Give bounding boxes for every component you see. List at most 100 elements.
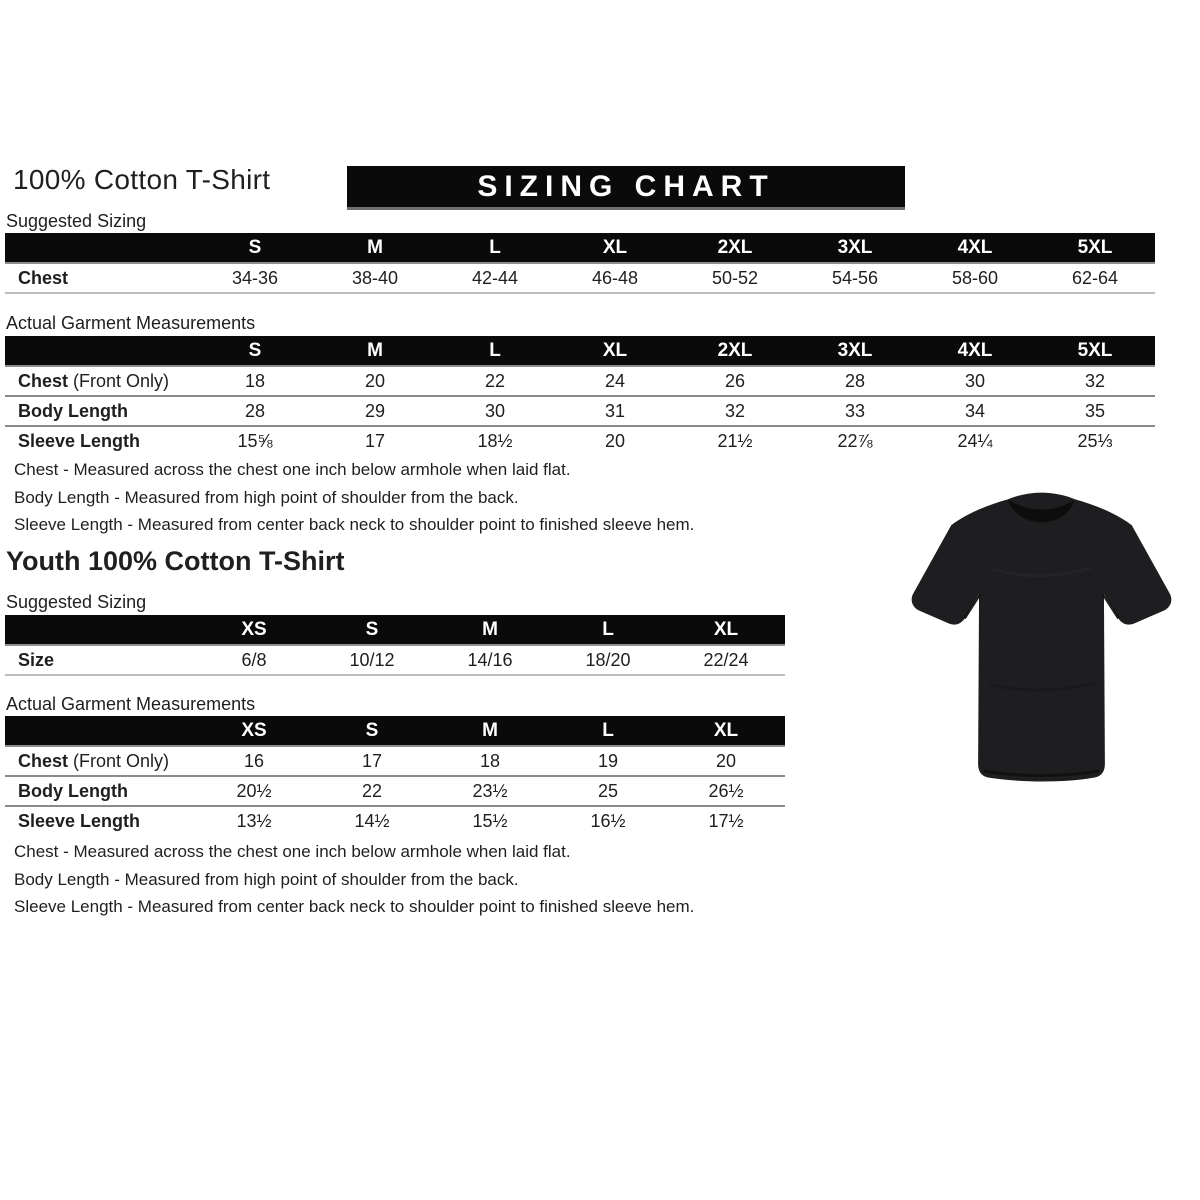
table-cell: 29 xyxy=(364,400,386,421)
table-cell: 21½ xyxy=(717,430,753,451)
adult-actual-measurements-table: S M L XL 2XL 3XL 4XL 5XL Chest (Front Onl… xyxy=(5,336,1155,455)
table-cell: 42-44 xyxy=(471,267,519,288)
table-cell: 14½ xyxy=(354,810,390,831)
table-cell: 32 xyxy=(1084,370,1106,391)
column-header: XL xyxy=(602,339,628,361)
table-row: Size 6/8 10/12 14/16 18/20 22/24 xyxy=(5,646,785,676)
column-header: XL xyxy=(713,719,739,741)
table-cell: 34 xyxy=(964,400,986,421)
column-header: M xyxy=(367,236,383,258)
table-header-row: XS S M L XL xyxy=(5,615,785,646)
table-cell: 34-36 xyxy=(231,267,279,288)
table-cell: 22 xyxy=(361,780,383,801)
column-header: 2XL xyxy=(717,236,753,258)
table-cell: 30 xyxy=(964,370,986,391)
column-header: M xyxy=(367,339,383,361)
row-label: Sleeve Length xyxy=(18,810,141,831)
table-cell: 20 xyxy=(364,370,386,391)
table-cell: 25⅓ xyxy=(1077,430,1113,451)
table-row: Sleeve Length 13½ 14½ 15½ 16½ 17½ xyxy=(5,807,785,835)
column-header: 3XL xyxy=(837,339,873,361)
column-header: L xyxy=(489,339,501,361)
table-cell: 16½ xyxy=(590,810,626,831)
table-cell: 20½ xyxy=(236,780,272,801)
table-cell: 15⅝ xyxy=(237,430,273,451)
tshirt-image xyxy=(911,492,1172,782)
row-label-cell: Body Length xyxy=(5,781,195,802)
table-header-row: XS S M L XL xyxy=(5,716,785,747)
table-cell: 17 xyxy=(361,750,383,771)
row-label: Chest xyxy=(18,750,69,771)
column-header: L xyxy=(602,618,614,640)
table-cell: 32 xyxy=(724,400,746,421)
column-header: S xyxy=(365,618,379,640)
column-header: S xyxy=(248,339,262,361)
table-cell: 14/16 xyxy=(467,649,513,670)
row-label-cell: Chest (Front Only) xyxy=(5,751,195,772)
table-cell: 18/20 xyxy=(585,649,631,670)
table-cell: 26 xyxy=(724,370,746,391)
row-label-cell: Chest xyxy=(5,268,195,289)
row-label: Size xyxy=(18,649,55,670)
table-cell: 16 xyxy=(243,750,265,771)
table-cell: 26½ xyxy=(708,780,744,801)
row-label: Body Length xyxy=(18,780,128,801)
table-cell: 35 xyxy=(1084,400,1106,421)
tshirt-collar-shape xyxy=(1007,499,1076,523)
table-cell: 46-48 xyxy=(591,267,639,288)
table-cell: 17½ xyxy=(708,810,744,831)
table-cell: 28 xyxy=(844,370,866,391)
table-cell: 18 xyxy=(479,750,501,771)
row-label: Chest xyxy=(18,370,69,391)
table-cell: 19 xyxy=(597,750,619,771)
table-cell: 6/8 xyxy=(241,649,267,670)
note-line: Body Length - Measured from high point o… xyxy=(14,869,519,889)
column-header: S xyxy=(248,236,262,258)
table-cell: 33 xyxy=(844,400,866,421)
column-header: 5XL xyxy=(1077,236,1113,258)
note-line: Chest - Measured across the chest one in… xyxy=(14,460,571,479)
table-cell: 22/24 xyxy=(703,649,749,670)
row-label-suffix: (Front Only) xyxy=(73,370,170,391)
adult-suggested-sizing-table: S M L XL 2XL 3XL 4XL 5XL Chest 34-36 38-… xyxy=(5,233,1155,294)
table-cell: 58-60 xyxy=(951,267,999,288)
table-row: Body Length 20½ 22 23½ 25 26½ xyxy=(5,777,785,807)
column-header: L xyxy=(602,719,614,741)
table-cell: 25 xyxy=(597,780,619,801)
table-cell: 30 xyxy=(484,400,506,421)
table-row: Chest 34-36 38-40 42-44 46-48 50-52 54-5… xyxy=(5,264,1155,294)
row-label-cell: Sleeve Length xyxy=(5,811,195,832)
column-header: XS xyxy=(241,719,267,741)
column-header: S xyxy=(365,719,379,741)
row-label-cell: Size xyxy=(5,650,195,671)
note-line: Body Length - Measured from high point o… xyxy=(14,487,519,507)
note-line: Sleeve Length - Measured from center bac… xyxy=(14,897,695,916)
row-label: Chest xyxy=(18,267,69,288)
column-header: 4XL xyxy=(957,339,993,361)
table-row: Body Length 28 29 30 31 32 33 34 35 xyxy=(5,397,1155,427)
table-cell: 23½ xyxy=(472,780,508,801)
youth-section-title: Youth 100% Cotton T-Shirt xyxy=(6,546,345,576)
column-header: XS xyxy=(241,618,267,640)
table-row: Sleeve Length 15⅝ 17 18½ 20 21½ 22⅞ 24¼ … xyxy=(5,427,1155,455)
row-label-cell: Chest (Front Only) xyxy=(5,371,195,392)
table-cell: 22 xyxy=(484,370,506,391)
row-label: Body Length xyxy=(18,400,128,421)
column-header: 2XL xyxy=(717,339,753,361)
column-header: 3XL xyxy=(837,236,873,258)
column-header: XL xyxy=(602,236,628,258)
table-header-row: S M L XL 2XL 3XL 4XL 5XL xyxy=(5,336,1155,367)
table-cell: 18½ xyxy=(477,430,513,451)
column-header: 5XL xyxy=(1077,339,1113,361)
column-header: 4XL xyxy=(957,236,993,258)
table-cell: 20 xyxy=(604,430,626,451)
column-header: L xyxy=(489,236,501,258)
table-cell: 24¼ xyxy=(957,430,993,451)
table-cell: 15½ xyxy=(472,810,508,831)
youth-actual-measurements-label: Actual Garment Measurements xyxy=(6,694,256,714)
adult-suggested-sizing-label: Suggested Sizing xyxy=(6,211,147,231)
table-row: Chest (Front Only) 16 17 18 19 20 xyxy=(5,747,785,777)
table-cell: 62-64 xyxy=(1071,267,1119,288)
note-line: Chest - Measured across the chest one in… xyxy=(14,842,571,861)
